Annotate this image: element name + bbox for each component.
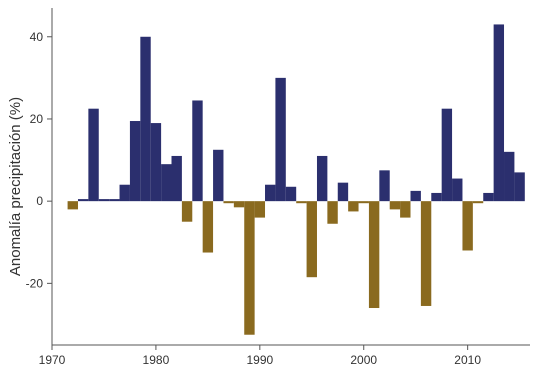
bar-2005 [410, 190, 421, 202]
y-tick-label: 20 [30, 112, 44, 126]
bar-1983 [181, 201, 193, 222]
bar-1978 [129, 121, 141, 202]
bar-2009 [452, 178, 463, 202]
x-tick-label: 2010 [454, 353, 481, 367]
bar-1985 [202, 201, 214, 253]
x-tick-label: 1990 [246, 353, 273, 367]
x-tick-label: 1980 [143, 353, 170, 367]
y-tick-label: -20 [26, 276, 44, 290]
bar-1998 [337, 182, 349, 202]
bar-1993 [285, 186, 297, 202]
bar-2006 [420, 201, 432, 306]
bar-2008 [441, 108, 453, 202]
bar-2010 [462, 201, 473, 251]
bars-group [67, 24, 525, 335]
bar-1974 [88, 108, 99, 202]
bar-1986 [213, 149, 224, 202]
bar-1976 [109, 199, 120, 202]
bar-1977 [119, 184, 130, 202]
y-tick-label: 40 [30, 30, 44, 44]
y-axis-title: Anomalía precipitación (%) [7, 97, 24, 276]
bar-1979 [140, 36, 151, 202]
bar-1973 [77, 199, 89, 202]
bar-1981 [161, 164, 172, 202]
bar-2003 [389, 201, 401, 210]
bar-1982 [171, 155, 182, 202]
bar-1994 [296, 201, 307, 204]
bar-2015 [514, 172, 525, 202]
y-tick-label: 0 [36, 194, 43, 208]
bar-1995 [306, 201, 317, 278]
bar-2004 [400, 201, 411, 218]
bar-1975 [98, 199, 110, 202]
bar-2007 [431, 192, 442, 202]
bar-1987 [223, 201, 234, 204]
bar-2013 [493, 24, 505, 202]
bar-2011 [472, 201, 484, 204]
x-axis-ticks: 1970 1980 1990 2000 2010 [39, 345, 481, 367]
bar-1999 [348, 201, 359, 212]
bar-1988 [233, 201, 245, 208]
bar-1984 [192, 100, 203, 202]
x-tick-label: 2000 [350, 353, 377, 367]
bar-1996 [316, 155, 328, 202]
bar-1990 [254, 201, 266, 218]
bar-1992 [275, 77, 286, 202]
bar-2002 [379, 170, 390, 202]
bar-2001 [368, 201, 380, 309]
bar-2000 [358, 201, 369, 204]
bar-1991 [265, 184, 276, 202]
bar-2014 [504, 151, 515, 202]
bar-1997 [327, 201, 338, 224]
bar-2012 [483, 192, 494, 202]
y-axis-ticks: -20 0 20 40 [26, 30, 52, 290]
bar-1972 [67, 201, 78, 210]
bar-1980 [150, 123, 162, 202]
x-tick-label: 1970 [39, 353, 66, 367]
bar-1989 [244, 201, 255, 335]
